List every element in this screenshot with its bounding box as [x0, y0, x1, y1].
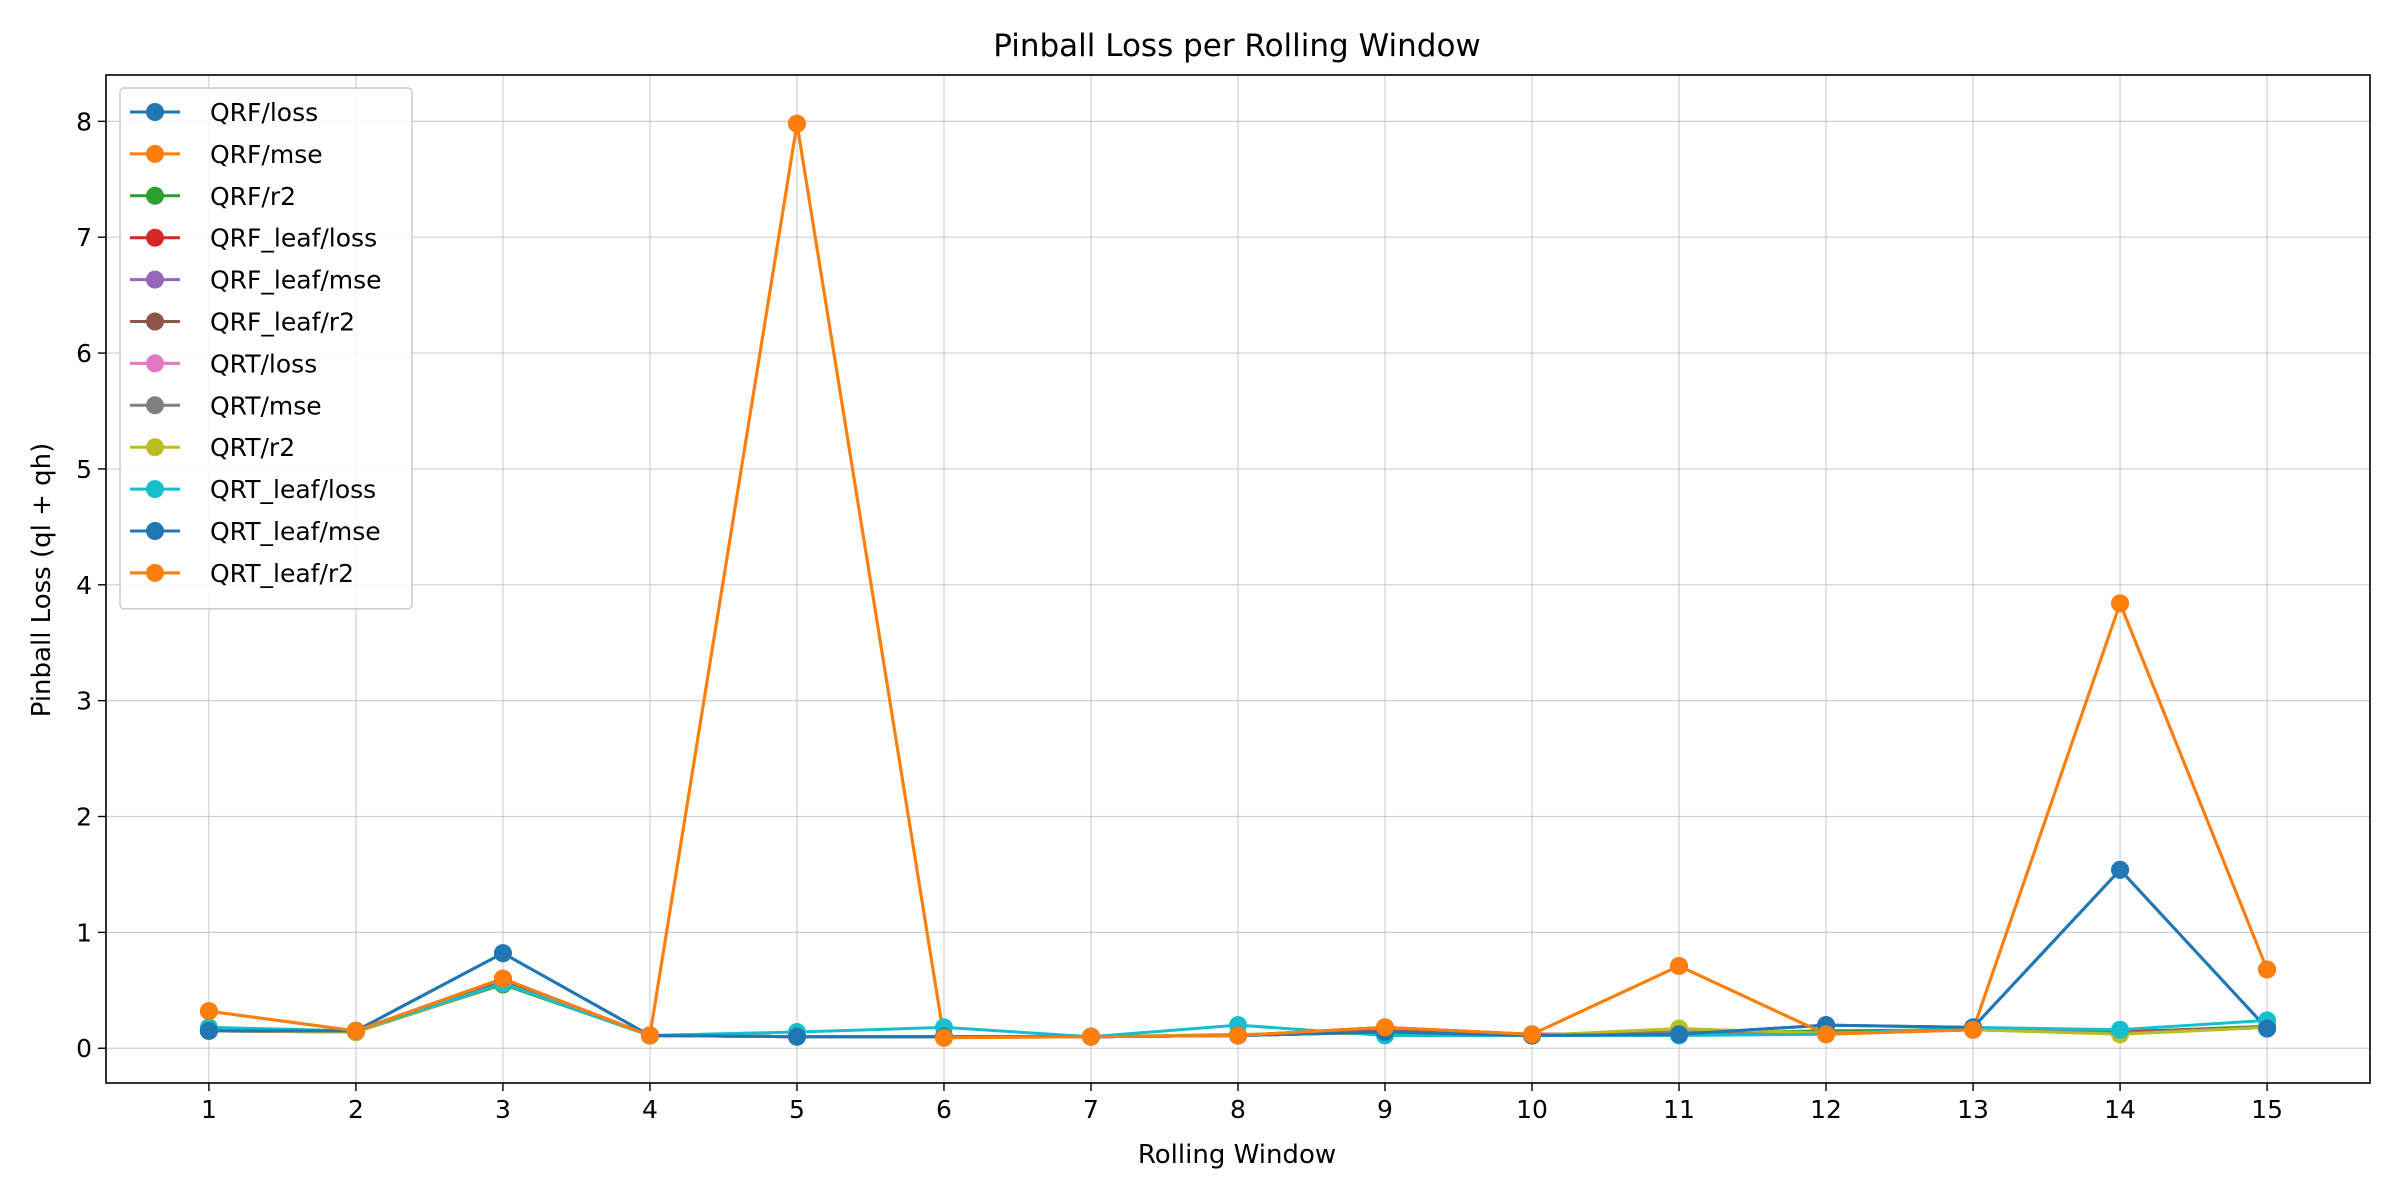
legend-marker: [146, 563, 164, 582]
data-point: [199, 1021, 218, 1040]
legend-marker: [146, 103, 164, 121]
legend-label: QRF_leaf/mse: [210, 266, 382, 295]
data-point: [2111, 860, 2130, 879]
x-tick-label: 10: [1516, 1095, 1548, 1124]
y-tick-label: 0: [76, 1034, 92, 1063]
data-point: [1670, 956, 1689, 975]
legend-marker: [146, 480, 164, 499]
legend-box: [119, 87, 413, 610]
legend-label: QRF/mse: [210, 140, 323, 169]
legend-marker: [146, 186, 164, 205]
data-point: [1376, 1018, 1395, 1037]
y-tick-label: 3: [76, 687, 92, 716]
y-tick-label: 8: [76, 107, 92, 136]
x-tick-label: 13: [1957, 1095, 1989, 1124]
legend-label: QRT/mse: [210, 391, 322, 420]
data-point: [1523, 1025, 1542, 1044]
x-tick-label: 8: [1230, 1095, 1246, 1124]
data-point: [493, 944, 512, 963]
y-tick-label: 2: [76, 803, 92, 832]
chart-title: Pinball Loss per Rolling Window: [993, 28, 1481, 64]
data-point: [1817, 1025, 1836, 1044]
data-point: [934, 1028, 953, 1047]
data-point: [2258, 1019, 2277, 1038]
x-tick-label: 11: [1663, 1095, 1695, 1124]
x-tick-label: 15: [2251, 1095, 2283, 1124]
legend-label: QRT_leaf/mse: [210, 517, 381, 546]
data-point: [346, 1021, 365, 1040]
legend-marker: [146, 312, 164, 331]
legend-label: QRT/r2: [210, 433, 295, 462]
x-tick-label: 5: [789, 1095, 805, 1124]
data-point: [640, 1026, 659, 1045]
grid: [106, 75, 2370, 1083]
x-tick-label: 14: [2104, 1095, 2136, 1124]
legend: QRF/loss QRF/mse QRF/r2 QRF_leaf/loss QRF_le…: [119, 87, 413, 610]
data-point: [1229, 1026, 1247, 1045]
y-tick-label: 4: [76, 571, 92, 600]
x-tick-label: 3: [495, 1095, 511, 1124]
data-point: [787, 114, 806, 133]
y-axis-label: Pinball Loss (ql + qh): [27, 443, 57, 718]
legend-label: QRT/loss: [210, 349, 317, 378]
y-axis: 0 1 2 3 4 5 6 7 8: [76, 107, 106, 1063]
x-axis-label: Rolling Window: [1138, 1140, 1336, 1170]
x-tick-label: 9: [1377, 1095, 1393, 1124]
legend-label: QRF/loss: [210, 98, 318, 127]
data-point: [1081, 1027, 1100, 1046]
legend-label: QRF_leaf/r2: [210, 308, 355, 337]
legend-marker: [146, 522, 164, 540]
x-tick-label: 2: [348, 1095, 364, 1124]
x-tick-label: 6: [936, 1095, 952, 1124]
data-point: [2111, 1020, 2130, 1039]
x-tick-label: 4: [642, 1095, 658, 1124]
data-point: [199, 1002, 218, 1021]
legend-label: QRT_leaf/r2: [210, 559, 354, 588]
x-tick-label: 7: [1083, 1095, 1099, 1124]
y-tick-label: 6: [76, 339, 92, 368]
data-point: [493, 969, 512, 988]
y-tick-label: 1: [76, 918, 92, 947]
legend-marker: [146, 354, 164, 373]
y-tick-label: 7: [76, 223, 92, 252]
legend-label: QRF/r2: [210, 182, 296, 211]
legend-marker: [146, 270, 164, 289]
data-point: [2258, 960, 2277, 979]
legend-marker: [146, 144, 164, 163]
data-point: [2111, 594, 2130, 613]
data-point: [1964, 1020, 1983, 1039]
x-tick-label: 1: [201, 1095, 217, 1124]
legend-marker: [146, 396, 164, 415]
x-axis: 1 2 3 4 5 6 7 8 9 10 11 12 13 14 15: [201, 1083, 2283, 1124]
x-tick-label: 12: [1810, 1095, 1842, 1124]
legend-label: QRF_leaf/loss: [210, 224, 377, 253]
legend-marker: [146, 438, 164, 457]
y-tick-label: 5: [76, 455, 92, 484]
legend-label: QRT_leaf/loss: [210, 475, 376, 504]
series-points: [199, 114, 2277, 1047]
data-point: [1670, 1025, 1689, 1044]
data-point: [787, 1027, 806, 1046]
legend-marker: [146, 228, 164, 247]
